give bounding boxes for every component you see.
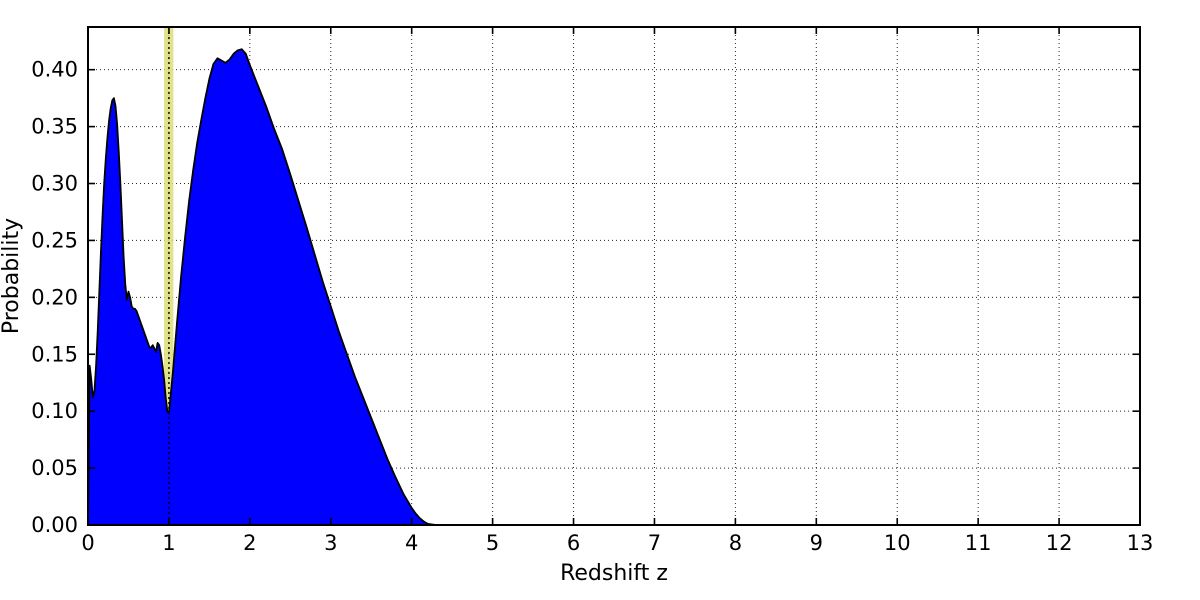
y-tick-label: 0.20 (31, 285, 78, 309)
distribution-outline (87, 48, 1140, 526)
y-axis-title: Probability (0, 218, 24, 334)
y-tick-label: 0.35 (31, 115, 78, 139)
y-axis-ticks: 0.00 0.05 0.10 0.15 0.20 0.25 0.30 0.35 0.40 (31, 58, 1140, 537)
y-tick-label: 0.30 (31, 172, 78, 196)
x-tick-label: 4 (405, 531, 418, 555)
x-axis-ticks: 0 1 2 3 4 5 6 7 8 9 10 11 12 13 (81, 27, 1153, 555)
y-tick-label: 0.05 (31, 456, 78, 480)
y-tick-label: 0.00 (31, 513, 78, 537)
spectroscopic-redshift-band (164, 27, 174, 525)
y-tick-label: 0.40 (31, 58, 78, 82)
spectroscopic-redshift-band (164, 27, 174, 525)
x-tick-label: 8 (729, 531, 742, 555)
x-tick-label: 3 (324, 531, 337, 555)
x-tick-label: 13 (1127, 531, 1154, 555)
x-tick-label: 6 (567, 531, 580, 555)
x-tick-label: 2 (243, 531, 256, 555)
plot-frame (87, 26, 1141, 526)
y-tick-label: 0.10 (31, 399, 78, 423)
y-tick-label: 0.15 (31, 342, 78, 366)
x-tick-label: 7 (648, 531, 661, 555)
x-tick-label: 12 (1046, 531, 1073, 555)
distribution-fill (88, 49, 1140, 525)
x-tick-label: 11 (965, 531, 992, 555)
x-tick-label: 10 (884, 531, 911, 555)
y-tick-label: 0.25 (31, 228, 78, 252)
x-tick-label: 1 (162, 531, 175, 555)
x-tick-label: 5 (486, 531, 499, 555)
probability-distribution-area (87, 48, 1140, 526)
x-tick-label: 0 (81, 531, 94, 555)
x-axis-title: Redshift z (560, 561, 668, 586)
x-tick-label: 9 (810, 531, 823, 555)
